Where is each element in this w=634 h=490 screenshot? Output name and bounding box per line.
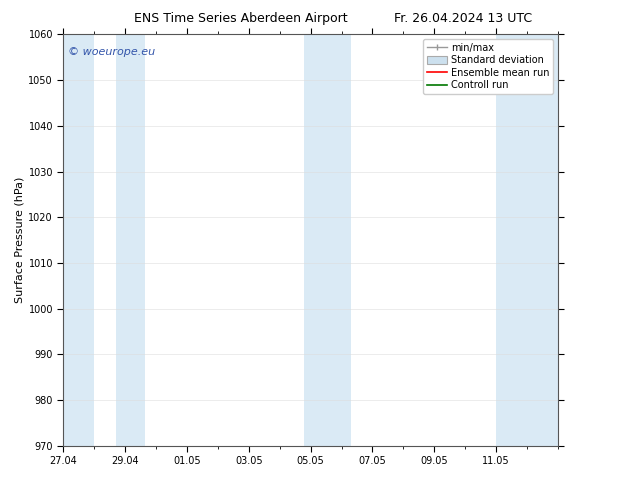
Bar [116,34,145,446]
Text: ENS Time Series Aberdeen Airport: ENS Time Series Aberdeen Airport [134,12,347,25]
Bar [304,34,351,446]
Bar [496,34,558,446]
Text: © woeurope.eu: © woeurope.eu [68,47,155,57]
Y-axis label: Surface Pressure (hPa): Surface Pressure (hPa) [14,177,24,303]
Bar [63,34,94,446]
Text: Fr. 26.04.2024 13 UTC: Fr. 26.04.2024 13 UTC [394,12,532,25]
Legend: min/max, Standard deviation, Ensemble mean run, Controll run: min/max, Standard deviation, Ensemble me… [424,39,553,94]
